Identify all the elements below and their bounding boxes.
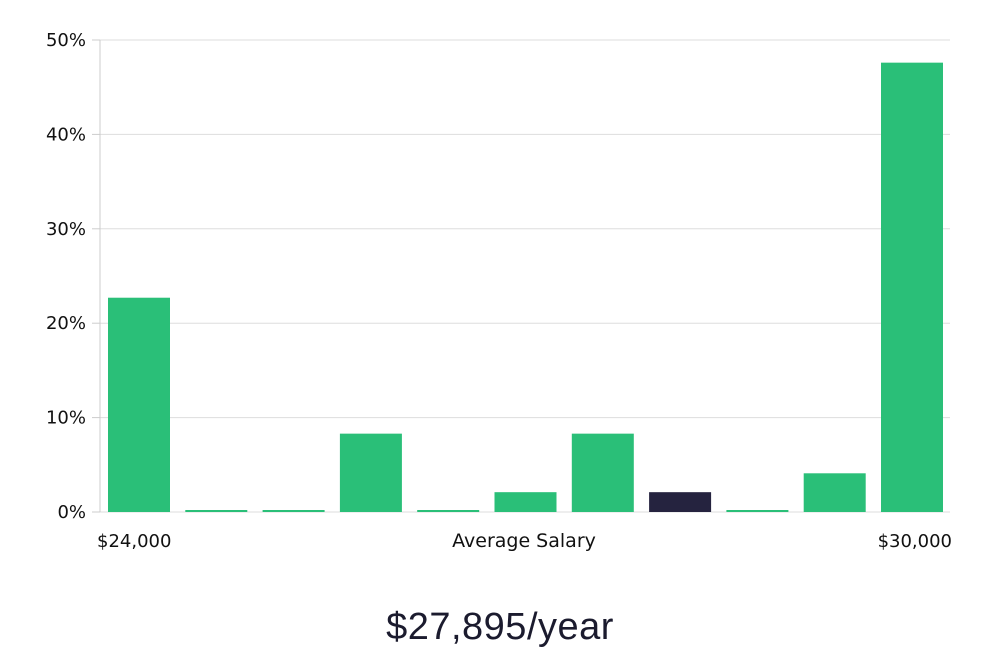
bar-highlighted xyxy=(649,492,712,512)
bar xyxy=(881,62,943,512)
x-min-label: $24,000 xyxy=(97,531,171,552)
bar xyxy=(417,510,480,512)
bar xyxy=(726,510,789,512)
bar xyxy=(494,492,557,512)
y-axis: 0% 10% 20% 30% 40% 50% xyxy=(46,30,101,523)
bar xyxy=(571,433,634,512)
y-tick-label: 0% xyxy=(57,502,86,523)
x-max-label: $30,000 xyxy=(878,531,952,552)
bar xyxy=(185,510,248,512)
y-tick-label: 50% xyxy=(46,30,86,51)
x-axis: $24,000 Average Salary $30,000 xyxy=(97,530,952,552)
bars xyxy=(108,62,943,512)
bar xyxy=(339,433,402,512)
bar xyxy=(803,473,866,512)
salary-histogram: 0% 10% 20% 30% 40% 50% $24,000 Average Salary… xyxy=(46,30,952,552)
grid-lines xyxy=(100,39,950,513)
average-salary-value: $27,895/year xyxy=(386,606,614,648)
y-tick-label: 20% xyxy=(46,313,86,334)
bar xyxy=(262,510,325,512)
y-tick-label: 30% xyxy=(46,219,86,240)
y-tick-label: 10% xyxy=(46,408,86,429)
x-axis-title: Average Salary xyxy=(452,530,596,552)
bar xyxy=(108,297,170,512)
y-tick-label: 40% xyxy=(46,124,86,145)
